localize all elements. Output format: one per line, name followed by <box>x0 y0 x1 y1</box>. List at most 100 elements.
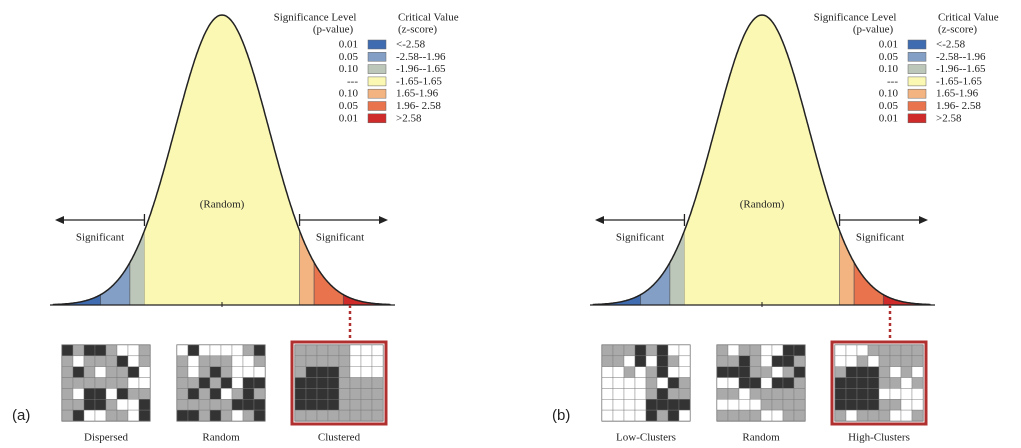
map-cell <box>612 366 625 378</box>
curve-region <box>52 294 102 306</box>
map-cell <box>645 399 658 411</box>
map-cell <box>634 388 647 400</box>
legend-p: 0.10 <box>339 88 359 100</box>
map-cell <box>771 377 784 389</box>
map-cell <box>867 344 880 357</box>
random-label: (Random) <box>740 199 785 211</box>
legend-swatch <box>367 101 387 111</box>
map-cell <box>209 399 222 411</box>
map-cell <box>360 388 373 400</box>
map-cell <box>656 388 669 400</box>
map-cell <box>889 409 902 422</box>
legend-p: 0.01 <box>879 112 898 124</box>
map-cell <box>294 409 307 422</box>
curve <box>592 14 931 306</box>
map-cell <box>911 409 924 422</box>
legend-z: -1.65-1.65 <box>396 75 442 87</box>
legend-p: 0.05 <box>339 100 359 112</box>
map-cell <box>634 399 647 411</box>
map-cell <box>834 344 847 357</box>
map-cell <box>678 388 691 400</box>
map-cell <box>94 355 107 367</box>
legend-header: Significance Level <box>274 12 357 24</box>
map-cell <box>760 355 773 367</box>
map-cell <box>834 355 847 367</box>
map-cell <box>834 377 847 389</box>
map-cell <box>878 399 891 411</box>
map-cell <box>911 355 924 367</box>
map-cell <box>187 399 200 411</box>
map-cell <box>716 388 729 400</box>
map-cell <box>220 355 233 367</box>
map-cell <box>360 409 373 422</box>
map-cell <box>209 366 222 378</box>
map-cell <box>749 344 762 357</box>
map-cell <box>889 399 902 411</box>
map-cell <box>856 377 869 389</box>
map-cell <box>209 377 222 389</box>
map-cell <box>360 366 373 378</box>
legend-swatch <box>367 64 387 74</box>
map-cell <box>678 366 691 378</box>
legend-p: 0.05 <box>339 51 359 63</box>
curve-region <box>669 230 685 306</box>
map-cell <box>316 388 329 400</box>
map-cell <box>856 366 869 378</box>
map-cell <box>678 344 691 357</box>
legend-z: -2.58--1.96 <box>396 51 446 63</box>
map-cell <box>878 344 891 357</box>
map-cell <box>220 344 233 357</box>
map-cell <box>878 409 891 422</box>
map-cell <box>760 388 773 400</box>
map-cell <box>338 409 351 422</box>
map-cell <box>83 409 96 422</box>
map-cell <box>94 344 107 357</box>
map-cell <box>83 399 96 411</box>
map-cell <box>242 399 255 411</box>
map <box>290 340 388 426</box>
map-cell <box>349 409 362 422</box>
legend-p: 0.01 <box>339 39 358 51</box>
map-cell <box>782 377 795 389</box>
map-cell <box>61 355 74 367</box>
map-cell <box>231 355 244 367</box>
legend-z: <-2.58 <box>396 39 426 51</box>
map-cell <box>242 366 255 378</box>
map-cell <box>83 377 96 389</box>
map-cell <box>316 399 329 411</box>
map-cell <box>760 399 773 411</box>
legend-header: Significance Level <box>814 12 897 24</box>
map-cell <box>911 377 924 389</box>
map-highlight <box>830 340 928 426</box>
significant-label: Significant <box>76 232 124 244</box>
map-cell <box>667 344 680 357</box>
map-cell <box>242 377 255 389</box>
map-cell <box>198 355 211 367</box>
legend-p: --- <box>887 75 898 87</box>
legend-header: Critical Value <box>398 12 459 24</box>
map-cell <box>889 388 902 400</box>
map-cell <box>656 377 669 389</box>
map-cell <box>176 399 189 411</box>
legend-header: (p-value) <box>853 24 894 36</box>
map-cell <box>61 388 74 400</box>
map-cell <box>294 388 307 400</box>
map-cell <box>612 344 625 357</box>
map-cell <box>900 344 913 357</box>
map-cell <box>360 377 373 389</box>
legend-swatch <box>907 76 927 87</box>
map-cell <box>782 366 795 378</box>
map-cell <box>749 377 762 389</box>
panel: (Random) Significant Significant Significan… <box>12 12 459 444</box>
map-cell <box>327 388 340 400</box>
map-cell <box>116 399 129 411</box>
legend-p: 0.10 <box>879 88 899 100</box>
map-cell <box>127 366 140 378</box>
map-cell <box>727 344 740 357</box>
map-cell <box>127 377 140 389</box>
map-cell <box>716 399 729 411</box>
map-cell <box>716 377 729 389</box>
map-cell <box>867 377 880 389</box>
map <box>716 344 806 422</box>
map-cell <box>911 399 924 411</box>
